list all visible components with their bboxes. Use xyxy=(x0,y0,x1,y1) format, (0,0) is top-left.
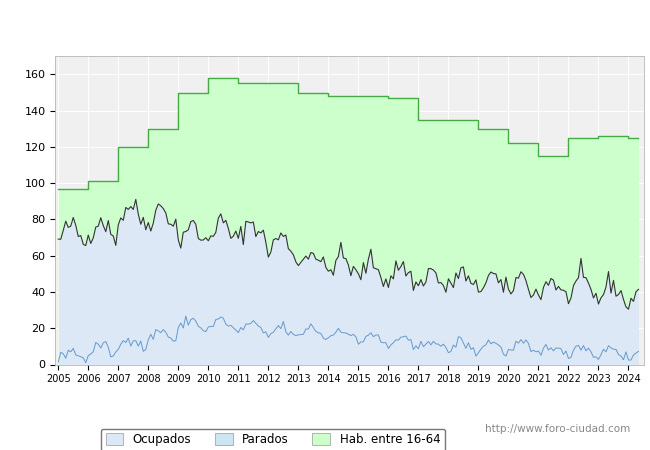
Legend: Ocupados, Parados, Hab. entre 16-64: Ocupados, Parados, Hab. entre 16-64 xyxy=(101,428,445,450)
Text: Cihuri - Evolucion de la poblacion en edad de Trabajar Mayo de 2024: Cihuri - Evolucion de la poblacion en ed… xyxy=(86,17,564,31)
Text: http://www.foro-ciudad.com: http://www.foro-ciudad.com xyxy=(486,424,630,434)
